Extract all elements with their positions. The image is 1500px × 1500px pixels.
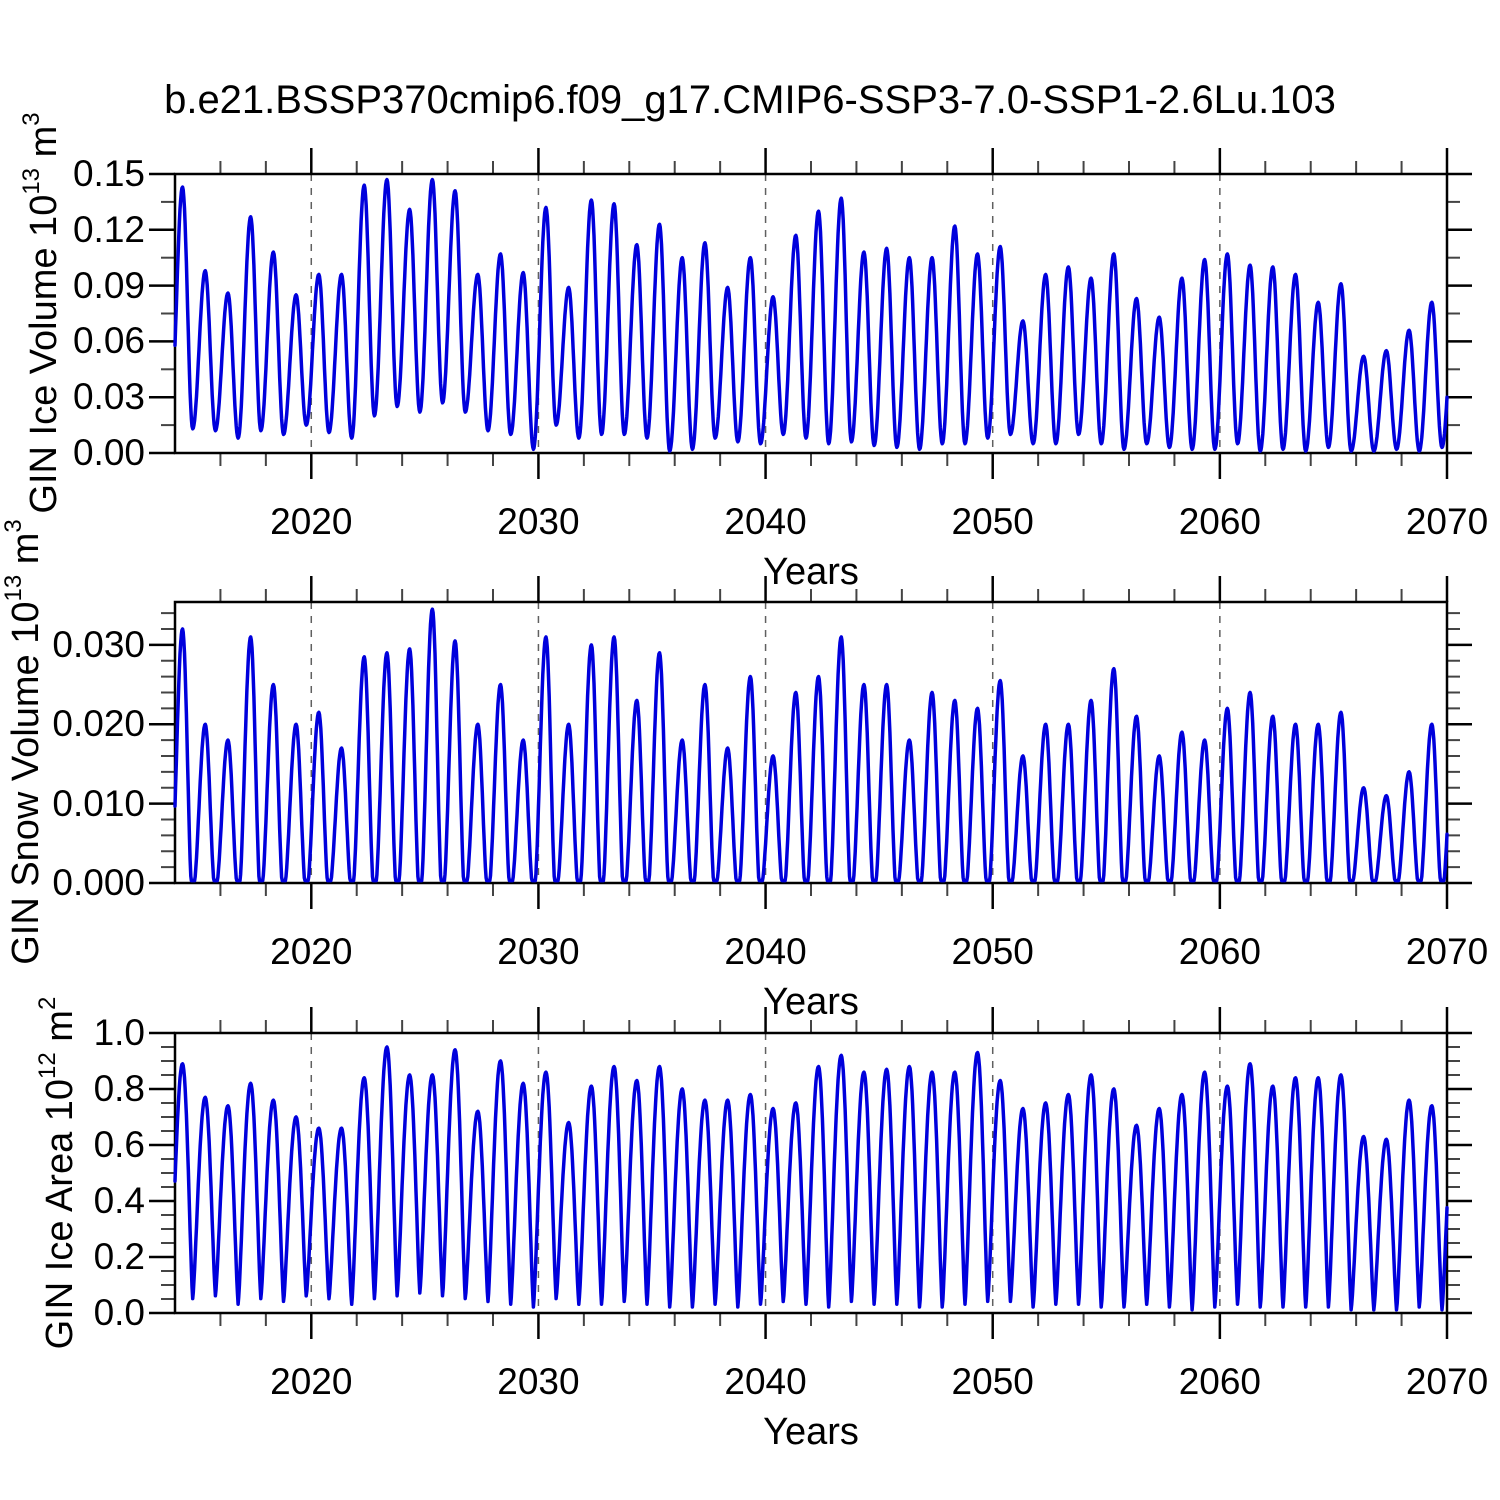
x-axis-title-years: Years (763, 551, 859, 593)
y-tick-label: 1.0 (93, 1012, 145, 1053)
y-tick-label: 0.09 (72, 264, 145, 306)
x-tick-label: 2030 (497, 501, 580, 542)
plot-title: b.e21.BSSP370cmip6.f09_g17.CMIP6-SSP3-7.… (164, 78, 1336, 122)
ylabel-unit-exponent: 3 (0, 519, 27, 533)
x-tick-label: 2020 (270, 1361, 353, 1402)
x-axis-title-years: Years (763, 981, 859, 1023)
ylabel-unit-exponent: 3 (18, 112, 45, 126)
x-tick-label: 2070 (1405, 501, 1489, 542)
y-tick-label: 0.0 (93, 1292, 145, 1333)
y-tick-label: 0.020 (52, 703, 145, 745)
x-tick-label: 2040 (724, 501, 807, 542)
y-tick-label: 0.2 (93, 1236, 145, 1277)
x-tick-label: 2050 (951, 931, 1034, 972)
x-tick-label: 2040 (724, 931, 807, 972)
x-tick-label: 2070 (1405, 931, 1489, 972)
y-tick-label: 0.010 (52, 782, 145, 824)
y-tick-label: 0.03 (72, 376, 145, 418)
y-tick-label: 0.00 (72, 432, 145, 473)
x-tick-label: 2040 (724, 1361, 807, 1402)
x-tick-label: 2060 (1178, 931, 1261, 972)
x-axis-title-years: Years (763, 1411, 859, 1453)
y-tick-label: 0.06 (72, 320, 145, 362)
x-tick-label: 2030 (497, 931, 580, 972)
y-tick-label: 0.000 (52, 862, 145, 903)
y-tick-label: 0.6 (93, 1124, 145, 1165)
plot-frame (173, 600, 1449, 885)
x-tick-label: 2060 (1178, 501, 1261, 542)
x-tick-label: 2020 (270, 501, 353, 542)
y-tick-label: 0.12 (72, 208, 145, 250)
y-tick-label: 0.030 (52, 623, 145, 665)
ylabel-exponent: 13 (0, 574, 27, 602)
x-tick-label: 2070 (1405, 1361, 1489, 1402)
y-tick-label: 0.4 (93, 1180, 145, 1221)
x-tick-label: 2060 (1178, 1361, 1261, 1402)
x-tick-label: 2030 (497, 1361, 580, 1402)
x-tick-label: 2050 (951, 501, 1034, 542)
gin-snow-volume-series (173, 607, 1449, 883)
x-tick-label: 2050 (951, 1361, 1034, 1402)
ylabel-unit: m (5, 532, 47, 575)
y-axis-label-ice-area: GIN Ice Area 1012 m2 (25, 853, 81, 1493)
x-tick-label: 2020 (270, 931, 353, 972)
ylabel-unit-exponent: 2 (34, 996, 61, 1011)
y-tick-label: 0.15 (72, 153, 145, 194)
y-tick-label: 0.8 (93, 1068, 145, 1109)
gin-ice-area-series (173, 1045, 1449, 1312)
gin-ice-volume-series (173, 177, 1449, 453)
